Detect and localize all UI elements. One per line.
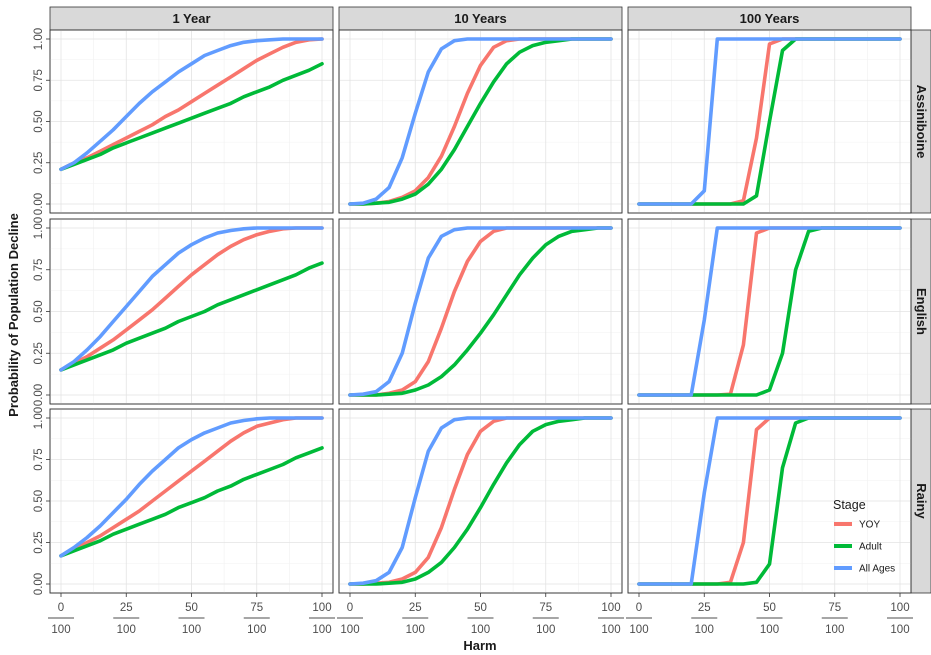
- x-tick-numerator: 50: [474, 602, 487, 614]
- y-axis-title: Probability of Population Decline: [6, 213, 21, 417]
- x-tick-numerator: 100: [890, 602, 909, 614]
- series-line-all-ages: [637, 416, 902, 586]
- x-tick-numerator: 50: [185, 602, 198, 614]
- series-line-all-ages: [637, 226, 902, 397]
- y-tick-label: 0.75: [33, 259, 45, 281]
- column-strips: 1 Year 10 Years 100 Years: [49, 6, 912, 31]
- x-tick-denominator: 100: [51, 624, 70, 636]
- y-tick-label: 0.25: [33, 342, 45, 364]
- x-tick-numerator: 75: [828, 602, 841, 614]
- legend-label: YOY: [859, 520, 880, 531]
- y-tick-label: 0.50: [33, 490, 45, 512]
- row-strips: Assiniboine English Rainy: [910, 29, 931, 594]
- y-tick-label: 1.00: [33, 407, 45, 429]
- panel-assiniboine-2: [627, 29, 912, 214]
- x-tick-numerator: 25: [409, 602, 422, 614]
- panel-rainy-1: [338, 408, 623, 594]
- panel-english-2: [627, 218, 912, 405]
- chart-panels: [49, 29, 912, 594]
- series-line-all-ages: [59, 226, 324, 372]
- x-axis-title: Harm: [463, 638, 496, 653]
- series-line-adult: [59, 62, 324, 172]
- series-line-adult: [348, 416, 613, 586]
- column-strip-label: 10 Years: [454, 11, 507, 26]
- panel-border: [627, 218, 912, 405]
- y-tick-label: 0.25: [33, 531, 45, 553]
- y-tick-label: 0.75: [33, 448, 45, 470]
- x-tick-denominator: 100: [629, 624, 648, 636]
- x-tick-numerator: 0: [347, 602, 353, 614]
- series-line-all-ages: [637, 37, 902, 206]
- row-strip-label: Rainy: [914, 483, 929, 519]
- panel-english-1: [338, 218, 623, 405]
- y-tick-label: 1.00: [33, 217, 45, 239]
- legend-title: Stage: [833, 498, 866, 512]
- row-strip-label: English: [914, 288, 929, 335]
- panel-assiniboine-1: [338, 29, 623, 214]
- panel-rainy-0: [49, 408, 334, 594]
- x-tick-denominator: 100: [760, 624, 779, 636]
- y-tick-label: 0.00: [33, 384, 45, 406]
- x-tick-denominator: 100: [825, 624, 844, 636]
- legend: Stage YOY Adult All Ages: [833, 498, 895, 575]
- x-tick-denominator: 100: [695, 624, 714, 636]
- x-tick-denominator: 100: [406, 624, 425, 636]
- x-axes: 0 100 25 100 50 100 75 100 100 100 0 100 25 100 50 100 7…: [48, 593, 913, 636]
- row-strip-label: Assiniboine: [914, 85, 929, 159]
- y-tick-label: 0.50: [33, 110, 45, 132]
- x-tick-denominator: 100: [890, 624, 909, 636]
- series-line-adult: [59, 261, 324, 372]
- y-tick-label: 0.00: [33, 573, 45, 595]
- y-tick-label: 1.00: [33, 28, 45, 50]
- series-line-all-ages: [59, 37, 324, 172]
- x-tick-numerator: 50: [763, 602, 776, 614]
- x-tick-numerator: 75: [250, 602, 263, 614]
- x-tick-numerator: 100: [312, 602, 331, 614]
- column-strip-label: 100 Years: [740, 11, 800, 26]
- legend-label: All Ages: [859, 564, 895, 575]
- series-line-all-ages: [348, 226, 613, 397]
- x-tick-numerator: 75: [539, 602, 552, 614]
- panel-border: [338, 29, 623, 214]
- series-line-yoy: [59, 37, 324, 172]
- y-tick-label: 0.00: [33, 193, 45, 215]
- y-tick-label: 0.75: [33, 69, 45, 91]
- x-tick-denominator: 100: [247, 624, 266, 636]
- series-line-all-ages: [59, 416, 324, 558]
- series-line-adult: [348, 226, 613, 397]
- x-tick-denominator: 100: [471, 624, 490, 636]
- x-tick-denominator: 100: [340, 624, 359, 636]
- panel-border: [338, 218, 623, 405]
- panel-assiniboine-0: [49, 29, 334, 214]
- panel-english-0: [49, 218, 334, 405]
- x-tick-denominator: 100: [182, 624, 201, 636]
- x-tick-denominator: 100: [536, 624, 555, 636]
- x-tick-numerator: 25: [120, 602, 133, 614]
- column-strip-label: 1 Year: [172, 11, 210, 26]
- panel-border: [627, 29, 912, 214]
- series-line-all-ages: [348, 416, 613, 586]
- x-tick-numerator: 0: [636, 602, 642, 614]
- series-line-adult: [59, 446, 324, 558]
- y-axes: 0.000.250.500.751.000.000.250.500.751.00…: [33, 28, 50, 595]
- y-tick-label: 0.25: [33, 152, 45, 174]
- x-tick-numerator: 0: [58, 602, 64, 614]
- legend-label: Adult: [859, 542, 882, 553]
- series-line-yoy: [59, 416, 324, 558]
- panel-rainy-2: [627, 408, 912, 594]
- x-tick-numerator: 100: [601, 602, 620, 614]
- series-line-all-ages: [348, 37, 613, 206]
- x-tick-denominator: 100: [601, 624, 620, 636]
- x-tick-denominator: 100: [312, 624, 331, 636]
- y-tick-label: 0.50: [33, 300, 45, 322]
- x-tick-denominator: 100: [117, 624, 136, 636]
- x-tick-numerator: 25: [698, 602, 711, 614]
